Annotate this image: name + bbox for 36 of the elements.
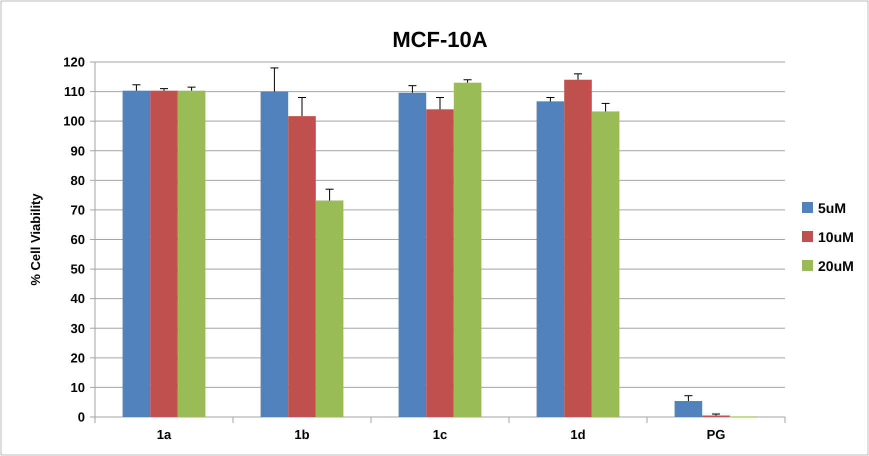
y-tick-label: 30 [70, 320, 85, 336]
bar [398, 92, 426, 417]
y-tick-label: 0 [78, 410, 85, 425]
bar [536, 101, 564, 417]
y-axis-title: % Cell Viability [28, 192, 43, 286]
bar [592, 111, 620, 417]
legend-label: 5uM [818, 200, 846, 216]
y-tick-label: 80 [70, 172, 85, 188]
y-tick-label: 10 [70, 380, 85, 395]
bar [454, 82, 482, 417]
x-tick-label: 1a [156, 427, 172, 442]
y-tick-label: 50 [70, 262, 85, 277]
bar [674, 401, 702, 417]
chart-title: MCF-10A [392, 27, 488, 52]
y-tick-label: 100 [63, 114, 85, 129]
bar [316, 200, 344, 417]
x-tick-label: 1b [294, 427, 310, 442]
y-tick-label: 90 [70, 143, 85, 158]
bar [150, 90, 178, 417]
y-tick-label: 70 [70, 202, 85, 218]
y-tick-label: 60 [70, 232, 85, 248]
y-tick-label: 110 [64, 84, 85, 100]
bar [122, 90, 150, 417]
x-tick-label: 1c [432, 427, 448, 442]
y-tick-label: 20 [70, 350, 85, 366]
y-tick-label: 120 [63, 54, 85, 70]
bar [260, 92, 288, 417]
bar [564, 80, 592, 417]
bar [288, 116, 316, 417]
bar [426, 109, 454, 417]
x-tick-label: 1d [570, 427, 586, 442]
bar [178, 90, 206, 417]
legend-label: 10uM [818, 228, 854, 245]
x-tick-label: PG [706, 427, 726, 442]
legend-label: 20uM [818, 258, 854, 274]
y-tick-label: 40 [70, 291, 85, 306]
